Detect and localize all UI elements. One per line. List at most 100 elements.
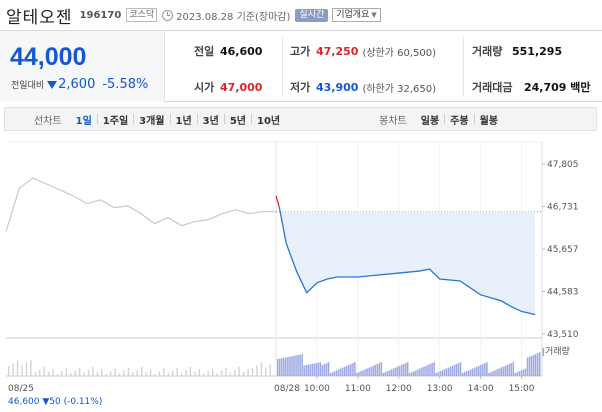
clock-icon (162, 9, 174, 21)
upper-limit: (상한가 60,500) (362, 47, 437, 59)
stat-value: 47,000 (220, 80, 263, 94)
market-badge: 코스닥 (126, 8, 158, 22)
tab-monthly-candle[interactable]: 월봉 (479, 115, 498, 127)
volume-bar (291, 356, 293, 376)
x-tick-label: 14:00 (468, 384, 494, 394)
volume-bar (229, 372, 232, 376)
volume-bar (508, 364, 511, 376)
volume-bar (536, 353, 539, 376)
volume-bar (445, 368, 448, 376)
volume-bar (532, 354, 535, 376)
y-tick-label: 45,657 (547, 245, 579, 255)
volume-bar (43, 367, 45, 376)
company-info-dropdown[interactable]: 기업개요 ▼ (332, 8, 381, 22)
tab-divider (251, 114, 253, 124)
volume-bar (225, 367, 227, 376)
volume-bar (344, 366, 346, 376)
x-tick-label: 08/28 (274, 384, 300, 394)
divider (463, 37, 464, 97)
volume-bar (449, 366, 452, 376)
chart-period-tabs: 선차트 1일 1주일 3개월 1년 3년 5년 10년 봉차트 일봉 주봉 월봉 (4, 107, 597, 131)
volume-bar (299, 354, 301, 376)
volume-bar (490, 372, 492, 376)
volume-bar (317, 362, 320, 376)
volume-bar (327, 362, 330, 376)
volume-bar (61, 371, 63, 376)
tab-10y[interactable]: 10년 (257, 115, 281, 127)
volume-bar (341, 367, 344, 376)
volume-bar (285, 357, 287, 376)
prev-day-line (5, 177, 276, 232)
tab-divider (133, 114, 135, 124)
volume-bar (392, 368, 395, 376)
tab-1y[interactable]: 1년 (175, 115, 192, 127)
volume-bar (256, 365, 258, 376)
tab-3y[interactable]: 3년 (202, 115, 219, 127)
prev-day-summary: 46,600 ▼50 (-0.11%) (8, 397, 102, 407)
y-tick-label: 47,805 (547, 160, 579, 170)
tab-5y[interactable]: 5년 (229, 115, 247, 127)
stat-label: 거래대금 (472, 81, 513, 94)
volume-bar (101, 369, 103, 376)
volume-bar (315, 363, 318, 376)
volume-bar (404, 363, 407, 376)
realtime-button[interactable]: 실시간 (295, 8, 329, 22)
volume-bar (234, 369, 236, 376)
volume-bar (265, 367, 267, 376)
tab-1d[interactable]: 1일 (75, 115, 92, 127)
volume-bar (358, 372, 360, 376)
volume-bar (520, 370, 523, 376)
line-chart-label: 선차트 (34, 115, 62, 127)
volume-bar (427, 364, 429, 376)
y-tick-label: 44,583 (547, 288, 579, 298)
volume-bar (437, 372, 439, 376)
volume-bar (325, 363, 328, 376)
volume-bar (376, 364, 379, 376)
volume-bar (386, 371, 389, 376)
stock-header: 알테오젠 196170 코스닥 2023.08.28 기준(장마감) 실시간 기… (6, 4, 381, 28)
volume-bar (366, 368, 368, 376)
volume-bar (352, 363, 354, 376)
volume-bar (457, 363, 460, 376)
y-tick-label: 46,731 (547, 203, 579, 213)
volume-bar (476, 366, 478, 376)
volume-legend-swatch (542, 348, 544, 356)
volume-bar (287, 357, 289, 376)
intraday-price-chart[interactable]: 47,805 46,731 45,657 44,583 43,510 거래량 08/25 08… (0, 136, 602, 412)
volume-bar (47, 371, 50, 376)
high-stat: 고가 47,250 (상한가 60,500) (290, 43, 436, 59)
stat-value: 551,295 (512, 44, 563, 58)
volume-bar (516, 372, 519, 376)
down-arrow-icon (47, 80, 58, 89)
volume-bar (301, 354, 303, 376)
volume-bar (350, 364, 352, 376)
x-tick-label: 10:00 (304, 384, 330, 394)
volume-bar (380, 362, 383, 376)
tab-weekly-candle[interactable]: 주봉 (450, 115, 469, 127)
volume-bar (194, 371, 196, 376)
volume-bar (78, 367, 81, 376)
volume-bar (260, 362, 263, 376)
volume-bar (356, 373, 358, 376)
volume-bar (500, 367, 502, 376)
volume-bar (390, 369, 393, 376)
volume-bar (87, 369, 90, 376)
volume-bar (406, 362, 409, 376)
company-info-label: 기업개요 (336, 10, 370, 20)
volume-bar (16, 360, 19, 376)
volume-bar (512, 362, 515, 376)
tab-3m[interactable]: 3개월 (139, 115, 165, 127)
volume-bar (96, 371, 99, 376)
tab-daily-candle[interactable]: 일봉 (420, 115, 440, 127)
chevron-down-icon: ▼ (371, 11, 377, 19)
volume-bar (473, 367, 476, 376)
volume-bar (56, 374, 59, 376)
volume-bar (149, 369, 152, 376)
volume-bar (65, 368, 68, 376)
stat-value: 24,709 백만 (524, 81, 591, 94)
volume-bar (141, 367, 143, 376)
stat-label: 거래량 (472, 45, 503, 58)
volume-bar (127, 367, 130, 376)
volume-bar (486, 362, 488, 376)
tab-1w[interactable]: 1주일 (102, 115, 129, 127)
